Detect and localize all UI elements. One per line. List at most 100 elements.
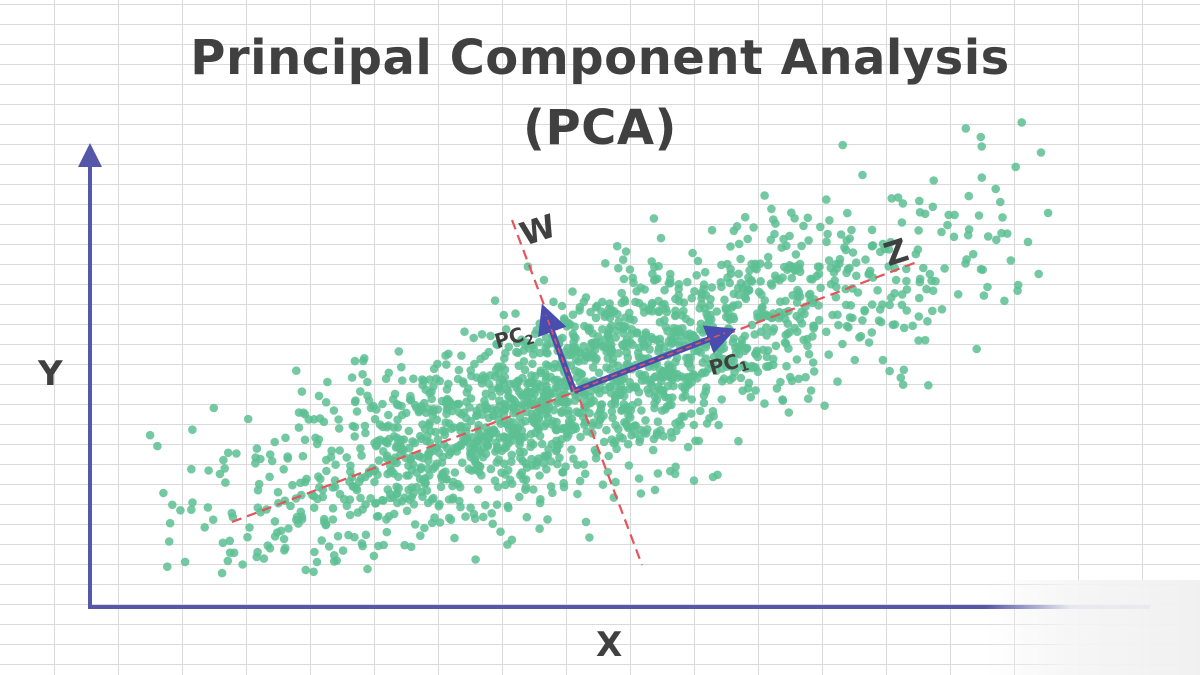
scatter-point <box>558 468 568 477</box>
scatter-point <box>514 361 524 371</box>
scatter-point <box>662 307 672 317</box>
scatter-point <box>720 295 729 305</box>
scatter-point <box>505 475 515 485</box>
scatter-point <box>797 319 807 328</box>
scatter-point <box>444 396 453 405</box>
scatter-point <box>500 354 509 363</box>
scatter-point <box>504 503 513 513</box>
scatter-point <box>515 436 525 446</box>
scatter-point <box>652 430 662 440</box>
scatter-point <box>902 285 912 294</box>
scatter-point <box>746 392 756 402</box>
scatter-point <box>734 290 743 300</box>
scatter-point <box>412 482 422 492</box>
scatter-point <box>752 346 762 356</box>
scatter-point <box>188 498 197 507</box>
scatter-point <box>724 309 733 319</box>
scatter-point <box>734 269 743 279</box>
scatter-point <box>604 451 613 461</box>
scatter-point <box>732 222 742 231</box>
scatter-point <box>736 278 746 288</box>
scatter-point <box>392 433 402 443</box>
scatter-point <box>425 418 435 427</box>
scatter-point <box>845 234 854 243</box>
scatter-point <box>559 314 569 323</box>
scatter-point <box>372 405 381 414</box>
scatter-point <box>581 517 591 527</box>
scatter-point <box>263 541 273 550</box>
scatter-point <box>364 396 374 405</box>
scatter-point <box>654 261 663 271</box>
scatter-point <box>265 450 275 459</box>
scatter-point <box>384 368 394 378</box>
scatter-point <box>650 403 659 413</box>
scatter-point <box>488 385 497 394</box>
scatter-point <box>637 335 647 345</box>
scatter-point <box>540 451 549 461</box>
scatter-point <box>253 485 263 495</box>
scatter-point <box>771 341 781 351</box>
scatter-point <box>767 204 776 214</box>
scatter-point <box>394 347 404 356</box>
scatter-point <box>221 478 230 487</box>
scatter-point <box>617 405 627 415</box>
scatter-point <box>243 414 253 424</box>
scatter-point <box>631 421 640 430</box>
scatter-point <box>416 531 425 540</box>
scatter-point <box>928 286 938 296</box>
scatter-point <box>809 367 819 376</box>
scatter-point <box>914 336 923 345</box>
scatter-point <box>884 262 893 271</box>
scatter-point <box>845 313 855 322</box>
scatter-point <box>660 392 670 402</box>
scatter-point <box>393 498 402 508</box>
scatter-point <box>345 510 355 520</box>
scatter-point <box>370 414 380 424</box>
scatter-point <box>435 518 445 527</box>
scatter-point <box>360 421 370 431</box>
scatter-point <box>433 405 443 414</box>
scatter-point <box>760 191 769 200</box>
scatter-point <box>573 489 582 499</box>
scatter-point <box>356 493 365 503</box>
scatter-point <box>580 420 589 430</box>
scatter-point <box>310 547 319 557</box>
scatter-point <box>619 274 629 284</box>
scatter-point <box>651 372 660 381</box>
scatter-point <box>649 214 659 223</box>
scatter-point <box>296 507 306 517</box>
scatter-point <box>914 226 923 235</box>
scatter-point <box>736 373 746 383</box>
scatter-point <box>203 503 213 512</box>
scatter-point <box>575 476 585 486</box>
scatter-point <box>384 410 393 420</box>
scatter-point <box>415 431 425 441</box>
scatter-point <box>762 362 771 371</box>
scatter-point <box>750 330 759 339</box>
scatter-point <box>983 282 992 292</box>
scatter-point <box>637 406 646 415</box>
scatter-point <box>550 375 559 385</box>
scatter-point <box>772 384 782 393</box>
scatter-point <box>867 241 877 251</box>
scatter-point <box>412 468 422 477</box>
scatter-point <box>776 377 785 387</box>
scatter-point <box>410 400 420 410</box>
scatter-point <box>470 514 480 523</box>
scatter-point <box>528 359 537 369</box>
scatter-point <box>488 519 498 529</box>
scatter-point <box>867 328 877 337</box>
scatter-point <box>602 363 611 372</box>
scatter-point <box>507 457 516 467</box>
scatter-point <box>781 339 791 348</box>
scatter-point <box>692 271 701 280</box>
scatter-point <box>357 539 367 548</box>
scatter-point <box>757 303 766 313</box>
scatter-point <box>188 425 197 435</box>
scatter-point <box>884 245 894 254</box>
scatter-point <box>614 263 623 273</box>
scatter-point <box>469 333 479 343</box>
scatter-point <box>608 413 617 423</box>
scatter-point <box>937 227 946 237</box>
scatter-point <box>822 237 831 247</box>
